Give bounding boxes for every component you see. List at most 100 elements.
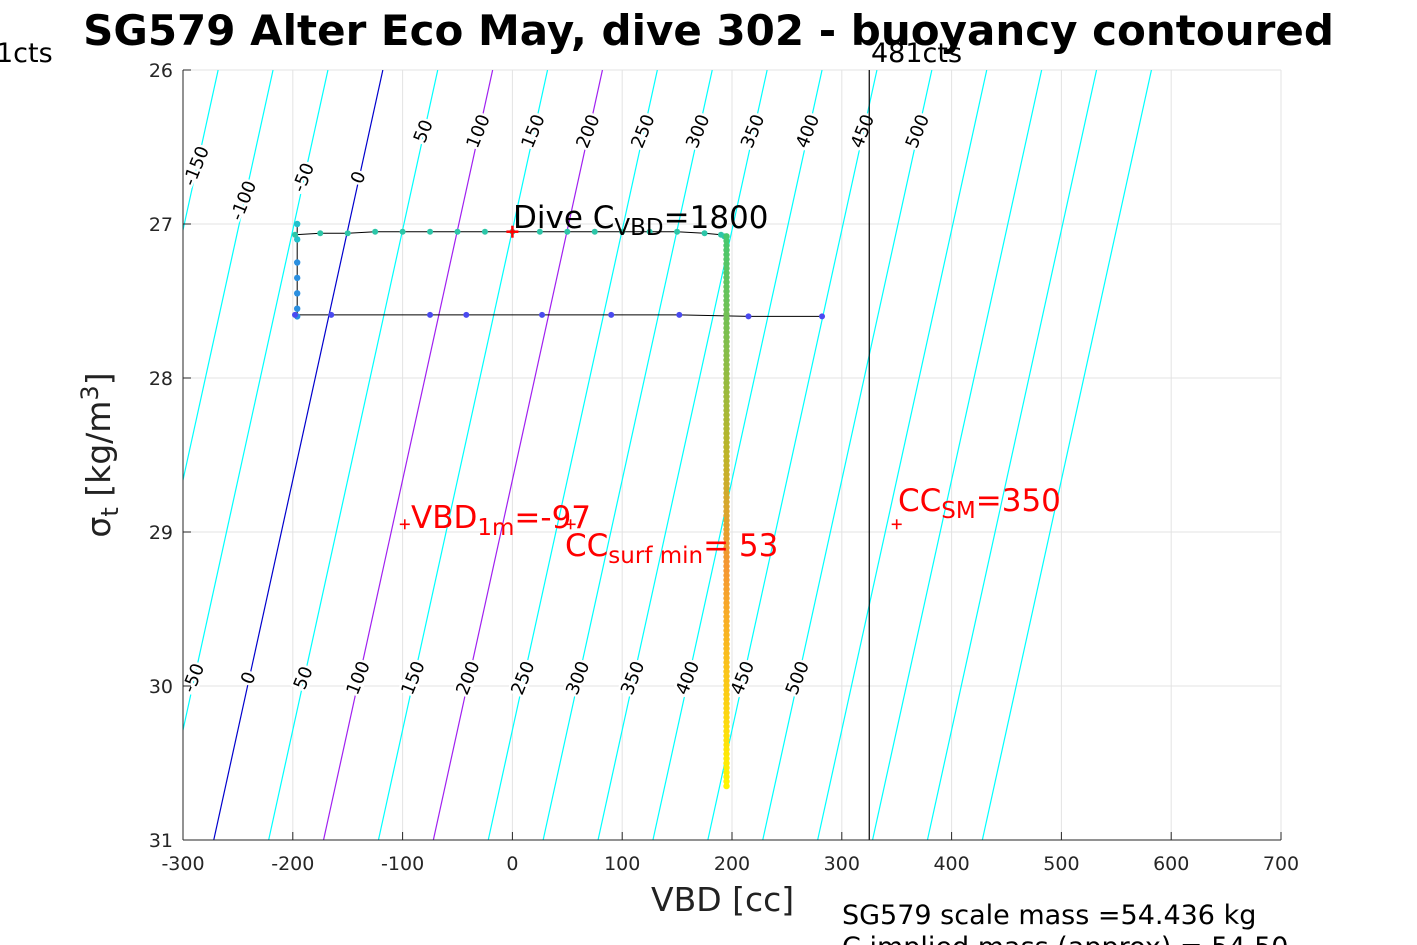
contour-label: 400: [792, 112, 824, 152]
vbd-1m-annotation: VBD1m=-97: [411, 500, 592, 542]
buoyancy-contour-line: [871, 70, 1043, 840]
data-point: [723, 283, 730, 290]
contour-label: 500: [902, 112, 934, 152]
data-point: [723, 260, 730, 268]
data-point: [723, 356, 730, 364]
data-point: [723, 540, 730, 547]
contour-label: -150: [179, 143, 214, 189]
data-point: [723, 654, 730, 662]
buoyancy-contour-line: [487, 70, 658, 840]
contour-label: -100: [226, 178, 261, 224]
buoyancy-contour-line: [981, 70, 1153, 840]
data-point: [723, 617, 730, 625]
data-point: [317, 230, 324, 237]
data-point: [723, 393, 730, 400]
data-point: [676, 311, 683, 318]
data-point: [619, 228, 626, 235]
data-point: [293, 290, 301, 297]
left-cts-label: 1cts: [0, 38, 53, 69]
data-point: [723, 498, 730, 506]
contour-label: 0: [347, 168, 371, 186]
data-point: [723, 727, 730, 735]
data-point: [723, 365, 730, 373]
data-point: [723, 430, 730, 437]
data-point: [723, 608, 730, 616]
data-point: [723, 311, 730, 318]
data-point: [723, 375, 730, 382]
data-point: [745, 313, 752, 320]
data-point: [723, 274, 730, 281]
data-point: [723, 677, 730, 684]
buoyancy-contour-line: [542, 70, 713, 840]
data-point: [723, 700, 730, 707]
data-point: [723, 361, 730, 368]
data-point: [723, 659, 730, 666]
top-track-line: [294, 231, 725, 237]
contour-label: 100: [462, 112, 494, 152]
data-point: [454, 228, 461, 235]
data-point: [723, 778, 730, 785]
data-point: [723, 398, 730, 405]
data-point: [723, 402, 730, 410]
data-point: [481, 228, 488, 235]
dive-cvbd-annotation: Dive CVBD=1800: [513, 200, 769, 242]
data-point: [723, 521, 730, 529]
data-point: [723, 631, 730, 639]
data-point: [293, 220, 301, 228]
data-point: [723, 485, 730, 492]
data-point: [723, 599, 730, 607]
contour-label: 50: [290, 664, 318, 693]
data-point: [723, 420, 730, 428]
data-point: [723, 466, 730, 474]
data-point: [723, 315, 730, 322]
x-tick-label: -100: [381, 853, 424, 875]
data-point: [723, 709, 730, 716]
contour-label: 200: [452, 658, 484, 698]
data-point: [723, 343, 730, 350]
data-point: [723, 453, 730, 460]
data-point: [723, 370, 730, 377]
data-point: [723, 714, 730, 721]
data-point: [723, 457, 730, 465]
contour-label: 250: [627, 112, 659, 152]
data-point: [723, 544, 730, 552]
data-point: [723, 705, 730, 712]
data-point: [536, 228, 543, 235]
data-point: [723, 288, 730, 295]
data-point: [723, 338, 730, 345]
x-tick-label: 0: [506, 853, 518, 875]
data-point: [723, 622, 730, 629]
data-point: [564, 228, 571, 235]
scale-mass-note: SG579 scale mass =54.436 kg: [842, 900, 1257, 931]
data-point: [701, 230, 708, 237]
data-point: [723, 352, 730, 359]
data-point: [723, 278, 730, 286]
buoyancy-contour-line: [597, 70, 768, 840]
data-point: [723, 347, 730, 355]
y-tick-label: 29: [149, 522, 173, 544]
data-point: [723, 585, 730, 593]
data-point: [723, 604, 730, 611]
y-tick-label: 28: [149, 368, 173, 390]
data-point: [723, 329, 730, 336]
data-point: [723, 320, 730, 327]
x-tick-label: -300: [161, 853, 204, 875]
magenta-contour-line: [322, 70, 494, 840]
buoyancy-contour-line: [707, 70, 878, 840]
y-tick-label: 30: [149, 676, 173, 698]
data-point: [723, 590, 730, 597]
data-point: [293, 236, 301, 243]
data-point: [723, 686, 730, 694]
data-point: [293, 259, 301, 266]
data-point: [723, 668, 730, 675]
data-point: [646, 228, 653, 235]
data-point: [723, 494, 730, 501]
data-point: [463, 311, 470, 318]
data-point: [723, 672, 730, 680]
data-point: [723, 475, 730, 483]
data-point: [723, 471, 730, 478]
cc-sm-annotation: CCSM=350: [898, 483, 1061, 525]
data-point: [723, 782, 730, 790]
contour-label: 400: [672, 658, 704, 698]
